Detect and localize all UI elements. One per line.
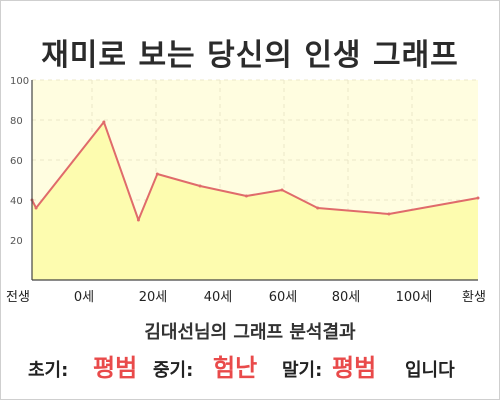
x-tick-label-4: 60세: [269, 290, 298, 305]
x-tick-label-6: 100세: [396, 290, 433, 305]
result-heading: 김대선님의 그래프 분석결과: [144, 322, 356, 343]
late-value: 평범: [332, 354, 377, 382]
y-tick-label-1: 40: [10, 196, 23, 207]
result-summary: 초기: 평범 중기: 험난 말기: 평범 입니다: [0, 346, 500, 382]
late-label: 말기:: [282, 360, 323, 381]
chart-title: 재미로 보는 당신의 인생 그래프: [41, 38, 459, 73]
y-tick-label-0: 20: [10, 236, 23, 247]
x-tick-label-1: 0세: [74, 290, 94, 305]
result-suffix: 입니다: [405, 360, 455, 381]
early-value: 평범: [93, 354, 138, 382]
data-point-10: [476, 196, 480, 200]
x-tick-label-2: 20세: [139, 290, 168, 305]
data-point-1: [34, 206, 38, 210]
early-label: 초기:: [28, 360, 69, 381]
data-point-4: [155, 172, 159, 176]
data-point-8: [316, 206, 320, 210]
x-tick-label-7: 환생: [462, 290, 486, 305]
mid-label: 중기:: [153, 360, 194, 381]
series-area: [32, 122, 478, 280]
x-tick-label-3: 40세: [204, 290, 233, 305]
data-point-5: [198, 184, 202, 188]
data-point-9: [387, 212, 391, 216]
data-point-7: [280, 188, 284, 192]
x-tick-label-0: 전생: [6, 290, 30, 305]
y-tick-label-4: 100: [10, 76, 29, 87]
data-point-3: [136, 218, 140, 222]
data-point-2: [102, 120, 106, 124]
x-tick-label-5: 80세: [332, 290, 361, 305]
mid-value: 험난: [213, 354, 258, 382]
life-graph-chart: 20 40 60 80 100 전생 0세 20세 40세 60세 80세 100세 환생: [6, 76, 486, 305]
data-point-6: [244, 194, 248, 198]
y-tick-label-2: 60: [10, 156, 23, 167]
y-tick-label-3: 80: [10, 116, 23, 127]
